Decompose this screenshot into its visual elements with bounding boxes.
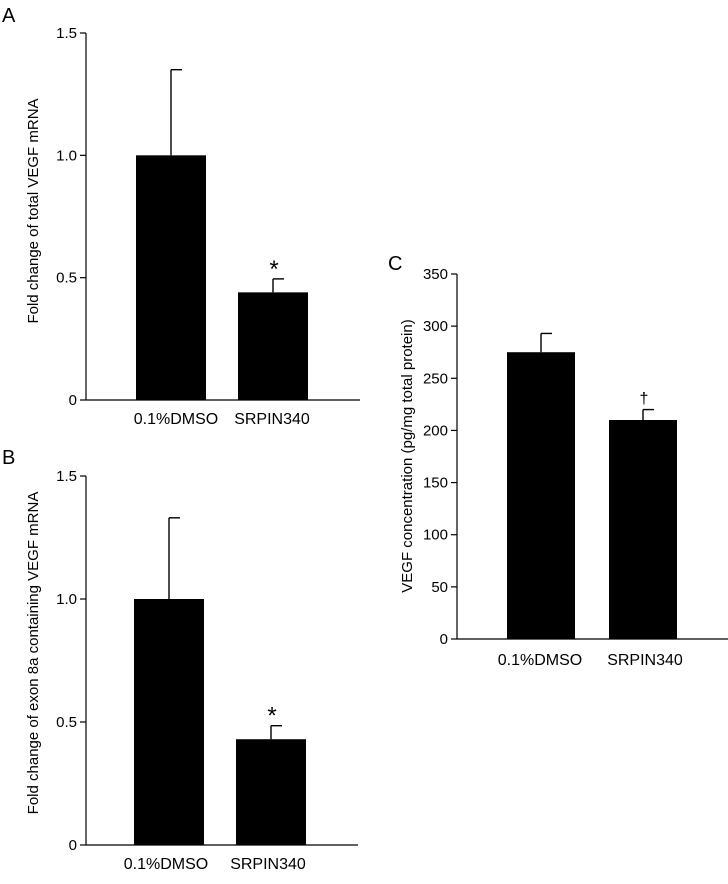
- panel-a-y-tick-label: 0.5: [56, 270, 77, 287]
- panel-c-y-tick-label: 150: [423, 475, 448, 492]
- panel-b-bar-2: [236, 739, 306, 845]
- panel-c-bar-1: [507, 352, 575, 639]
- panel-c-category-label: SRPIN340: [607, 652, 683, 669]
- panel-a-y-tick-label: 1.5: [56, 25, 77, 42]
- panel-c-y-tick-label: 300: [423, 318, 448, 335]
- panel-c-letter: C: [388, 253, 402, 275]
- panel-a: A Fold change of total VEGF mRNA 0 0.5 1.0…: [2, 5, 360, 428]
- panel-c-y-tick-label: 200: [423, 422, 448, 439]
- panel-a-category-label: SRPIN340: [234, 411, 310, 428]
- panel-a-bar-2: [238, 292, 308, 400]
- panel-c-significance-mark: †: [640, 391, 649, 408]
- panel-a-y-axis-title: Fold change of total VEGF mRNA: [25, 98, 42, 323]
- panel-a-y-tick-label: 1.0: [56, 147, 77, 164]
- panel-a-y-tick-label: 0: [69, 392, 77, 409]
- panel-c-y-axis-title: VEGF concentration (pg/mg total protein): [399, 319, 416, 592]
- panel-a-significance-mark: *: [269, 256, 278, 283]
- panel-b-y-tick-label: 1.0: [56, 591, 77, 608]
- panel-b: B Fold change of exon 8a containing VEGF…: [2, 447, 358, 873]
- panel-c-bar-2: [609, 420, 677, 639]
- panel-b-y-tick-label: 0: [69, 837, 77, 854]
- panel-b-y-axis-title: Fold change of exon 8a containing VEGF m…: [25, 492, 42, 815]
- panel-c-y-tick-label: 250: [423, 370, 448, 387]
- panel-a-letter: A: [2, 5, 16, 27]
- panel-b-y-tick-label: 1.5: [56, 468, 77, 485]
- panel-b-bar-1: [134, 599, 204, 845]
- panel-a-bar-1: [136, 155, 206, 400]
- panel-b-letter: B: [2, 447, 15, 469]
- panel-c-y-tick-label: 100: [423, 527, 448, 544]
- panel-c-y-tick-label: 50: [431, 579, 448, 596]
- panel-b-significance-mark: *: [267, 703, 276, 730]
- panel-b-y-tick-label: 0.5: [56, 714, 77, 731]
- panel-c-category-label: 0.1%DMSO: [498, 652, 582, 669]
- panel-c-y-tick-label: 0: [440, 631, 448, 648]
- panel-a-category-label: 0.1%DMSO: [134, 411, 218, 428]
- panel-b-category-label: SRPIN340: [230, 856, 306, 873]
- panel-c-y-tick-label: 350: [423, 266, 448, 283]
- panel-b-category-label: 0.1%DMSO: [124, 856, 208, 873]
- panel-c: C VEGF concentration (pg/mg total protei…: [388, 253, 728, 669]
